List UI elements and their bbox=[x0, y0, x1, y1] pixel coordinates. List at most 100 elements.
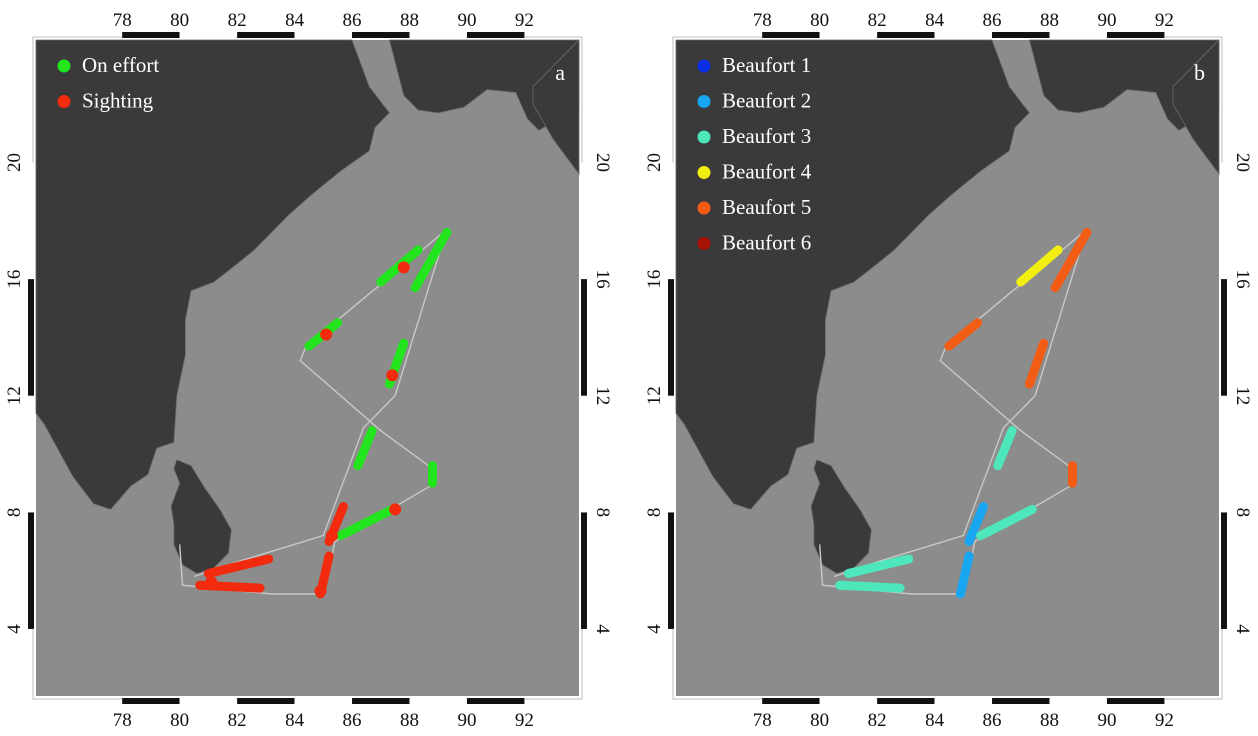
myanmar-landmass bbox=[1172, 39, 1220, 176]
lon-tick-label-bottom: 92 bbox=[1155, 710, 1174, 731]
lon-tick-label-top: 88 bbox=[1040, 10, 1059, 31]
bottom-frame-bar bbox=[352, 698, 410, 704]
lat-tick-label-left: 12 bbox=[644, 386, 665, 405]
top-frame-bar bbox=[1106, 32, 1165, 38]
lon-tick-label-top: 82 bbox=[228, 10, 247, 31]
left-frame-bar bbox=[668, 512, 674, 629]
legend-label: Beaufort 1 bbox=[722, 53, 811, 77]
lat-tick-label-left: 20 bbox=[644, 153, 665, 172]
lon-tick-label-top: 84 bbox=[925, 10, 945, 31]
legend-label: Beaufort 4 bbox=[722, 160, 812, 184]
right-frame-bar bbox=[1221, 512, 1227, 629]
top-frame-bar bbox=[294, 32, 353, 38]
effort-segment bbox=[993, 426, 1017, 471]
lon-tick-label-top: 90 bbox=[457, 10, 476, 31]
lon-tick-label-bottom: 86 bbox=[983, 710, 1002, 731]
top-frame-bar bbox=[466, 32, 525, 38]
legend-swatch bbox=[57, 59, 71, 73]
right-frame-bar bbox=[1221, 279, 1227, 396]
effort-segment bbox=[336, 504, 397, 541]
effort-segment bbox=[976, 504, 1037, 541]
effort-segment bbox=[843, 554, 914, 579]
effort-segment bbox=[964, 501, 988, 546]
india-landmass bbox=[675, 39, 1030, 510]
bottom-frame-bar bbox=[466, 698, 525, 704]
lat-tick-label-right: 4 bbox=[592, 624, 613, 634]
top-frame-bar bbox=[179, 32, 238, 38]
legend-swatch bbox=[57, 95, 71, 108]
bottom-frame-bar bbox=[409, 698, 467, 704]
lon-tick-label-top: 88 bbox=[400, 10, 419, 31]
top-frame-bar bbox=[992, 32, 1050, 38]
lat-tick-label-left: 12 bbox=[4, 386, 25, 405]
lat-tick-label-left: 4 bbox=[4, 624, 25, 634]
bottom-frame-bar bbox=[819, 698, 878, 704]
legend-label: On effort bbox=[82, 53, 159, 77]
legend-swatch bbox=[697, 166, 711, 179]
left-frame-bar bbox=[28, 512, 34, 629]
lon-tick-label-top: 78 bbox=[753, 10, 772, 31]
legend-label: Beaufort 5 bbox=[722, 195, 811, 219]
bottom-frame-bar bbox=[762, 698, 820, 704]
effort-segment bbox=[1050, 227, 1092, 293]
top-frame-bar bbox=[819, 32, 878, 38]
right-frame-bar bbox=[581, 512, 587, 629]
effort-segment bbox=[944, 318, 983, 351]
effort-segment bbox=[203, 554, 274, 579]
sighting-point bbox=[205, 576, 218, 589]
lon-tick-label-bottom: 82 bbox=[868, 710, 887, 731]
lat-tick-label-right: 16 bbox=[1232, 270, 1253, 289]
top-frame-bar bbox=[877, 32, 935, 38]
legend-label: Sighting bbox=[82, 89, 154, 113]
lat-tick-label-right: 16 bbox=[592, 270, 613, 289]
lon-tick-label-top: 92 bbox=[1155, 10, 1174, 31]
top-frame-bar bbox=[122, 32, 180, 38]
land-group bbox=[35, 39, 580, 574]
top-frame-bar bbox=[237, 32, 295, 38]
sighting-point bbox=[320, 328, 333, 341]
right-frame-bar bbox=[1221, 162, 1227, 280]
lon-tick-label-top: 86 bbox=[983, 10, 1002, 31]
lon-tick-label-top: 86 bbox=[343, 10, 362, 31]
panel-letter: a bbox=[555, 60, 565, 85]
bottom-frame-bar bbox=[1049, 698, 1107, 704]
myanmar-landmass bbox=[532, 39, 580, 176]
effort-segment bbox=[835, 580, 905, 593]
top-frame-bar bbox=[409, 32, 467, 38]
lon-tick-label-bottom: 90 bbox=[457, 710, 476, 731]
bottom-frame-bar bbox=[992, 698, 1050, 704]
india-landmass bbox=[35, 39, 390, 510]
top-frame-bar bbox=[934, 32, 993, 38]
legend-swatch bbox=[697, 59, 711, 73]
effort-segment bbox=[410, 227, 452, 293]
ship-track-line bbox=[179, 227, 449, 595]
left-frame-bar bbox=[28, 162, 34, 280]
right-frame-bar bbox=[581, 162, 587, 280]
legend-label: Beaufort 3 bbox=[722, 124, 811, 148]
top-frame-bar bbox=[1049, 32, 1107, 38]
left-frame-bar bbox=[28, 395, 34, 513]
lat-tick-label-right: 12 bbox=[1232, 386, 1253, 405]
lat-tick-label-right: 8 bbox=[1232, 508, 1253, 518]
legend-label: Beaufort 6 bbox=[722, 231, 811, 255]
lon-tick-label-top: 82 bbox=[868, 10, 887, 31]
sighting-point bbox=[389, 503, 402, 516]
lon-tick-label-bottom: 88 bbox=[1040, 710, 1059, 731]
lon-tick-label-bottom: 92 bbox=[515, 710, 534, 731]
sighting-point bbox=[325, 529, 338, 542]
right-frame-bar bbox=[581, 395, 587, 513]
lon-tick-label-bottom: 82 bbox=[228, 710, 247, 731]
lat-tick-label-left: 4 bbox=[644, 624, 665, 634]
lat-tick-label-right: 12 bbox=[592, 386, 613, 405]
lon-tick-label-bottom: 78 bbox=[113, 710, 132, 731]
lon-tick-label-bottom: 80 bbox=[810, 710, 829, 731]
top-frame-bar bbox=[352, 32, 410, 38]
map-panel-b: 78 78 80 80 82 82 84 84 86 86 88 88 90 90 92 92 4 4 8 8 12 12… bbox=[640, 0, 1258, 731]
land-group bbox=[675, 39, 1220, 574]
bottom-frame-bar bbox=[237, 698, 295, 704]
sighting-point bbox=[386, 369, 399, 382]
bottom-frame-bar bbox=[122, 698, 180, 704]
lon-tick-label-top: 78 bbox=[113, 10, 132, 31]
legend-swatch bbox=[697, 201, 711, 215]
bottom-frame-bar bbox=[877, 698, 935, 704]
